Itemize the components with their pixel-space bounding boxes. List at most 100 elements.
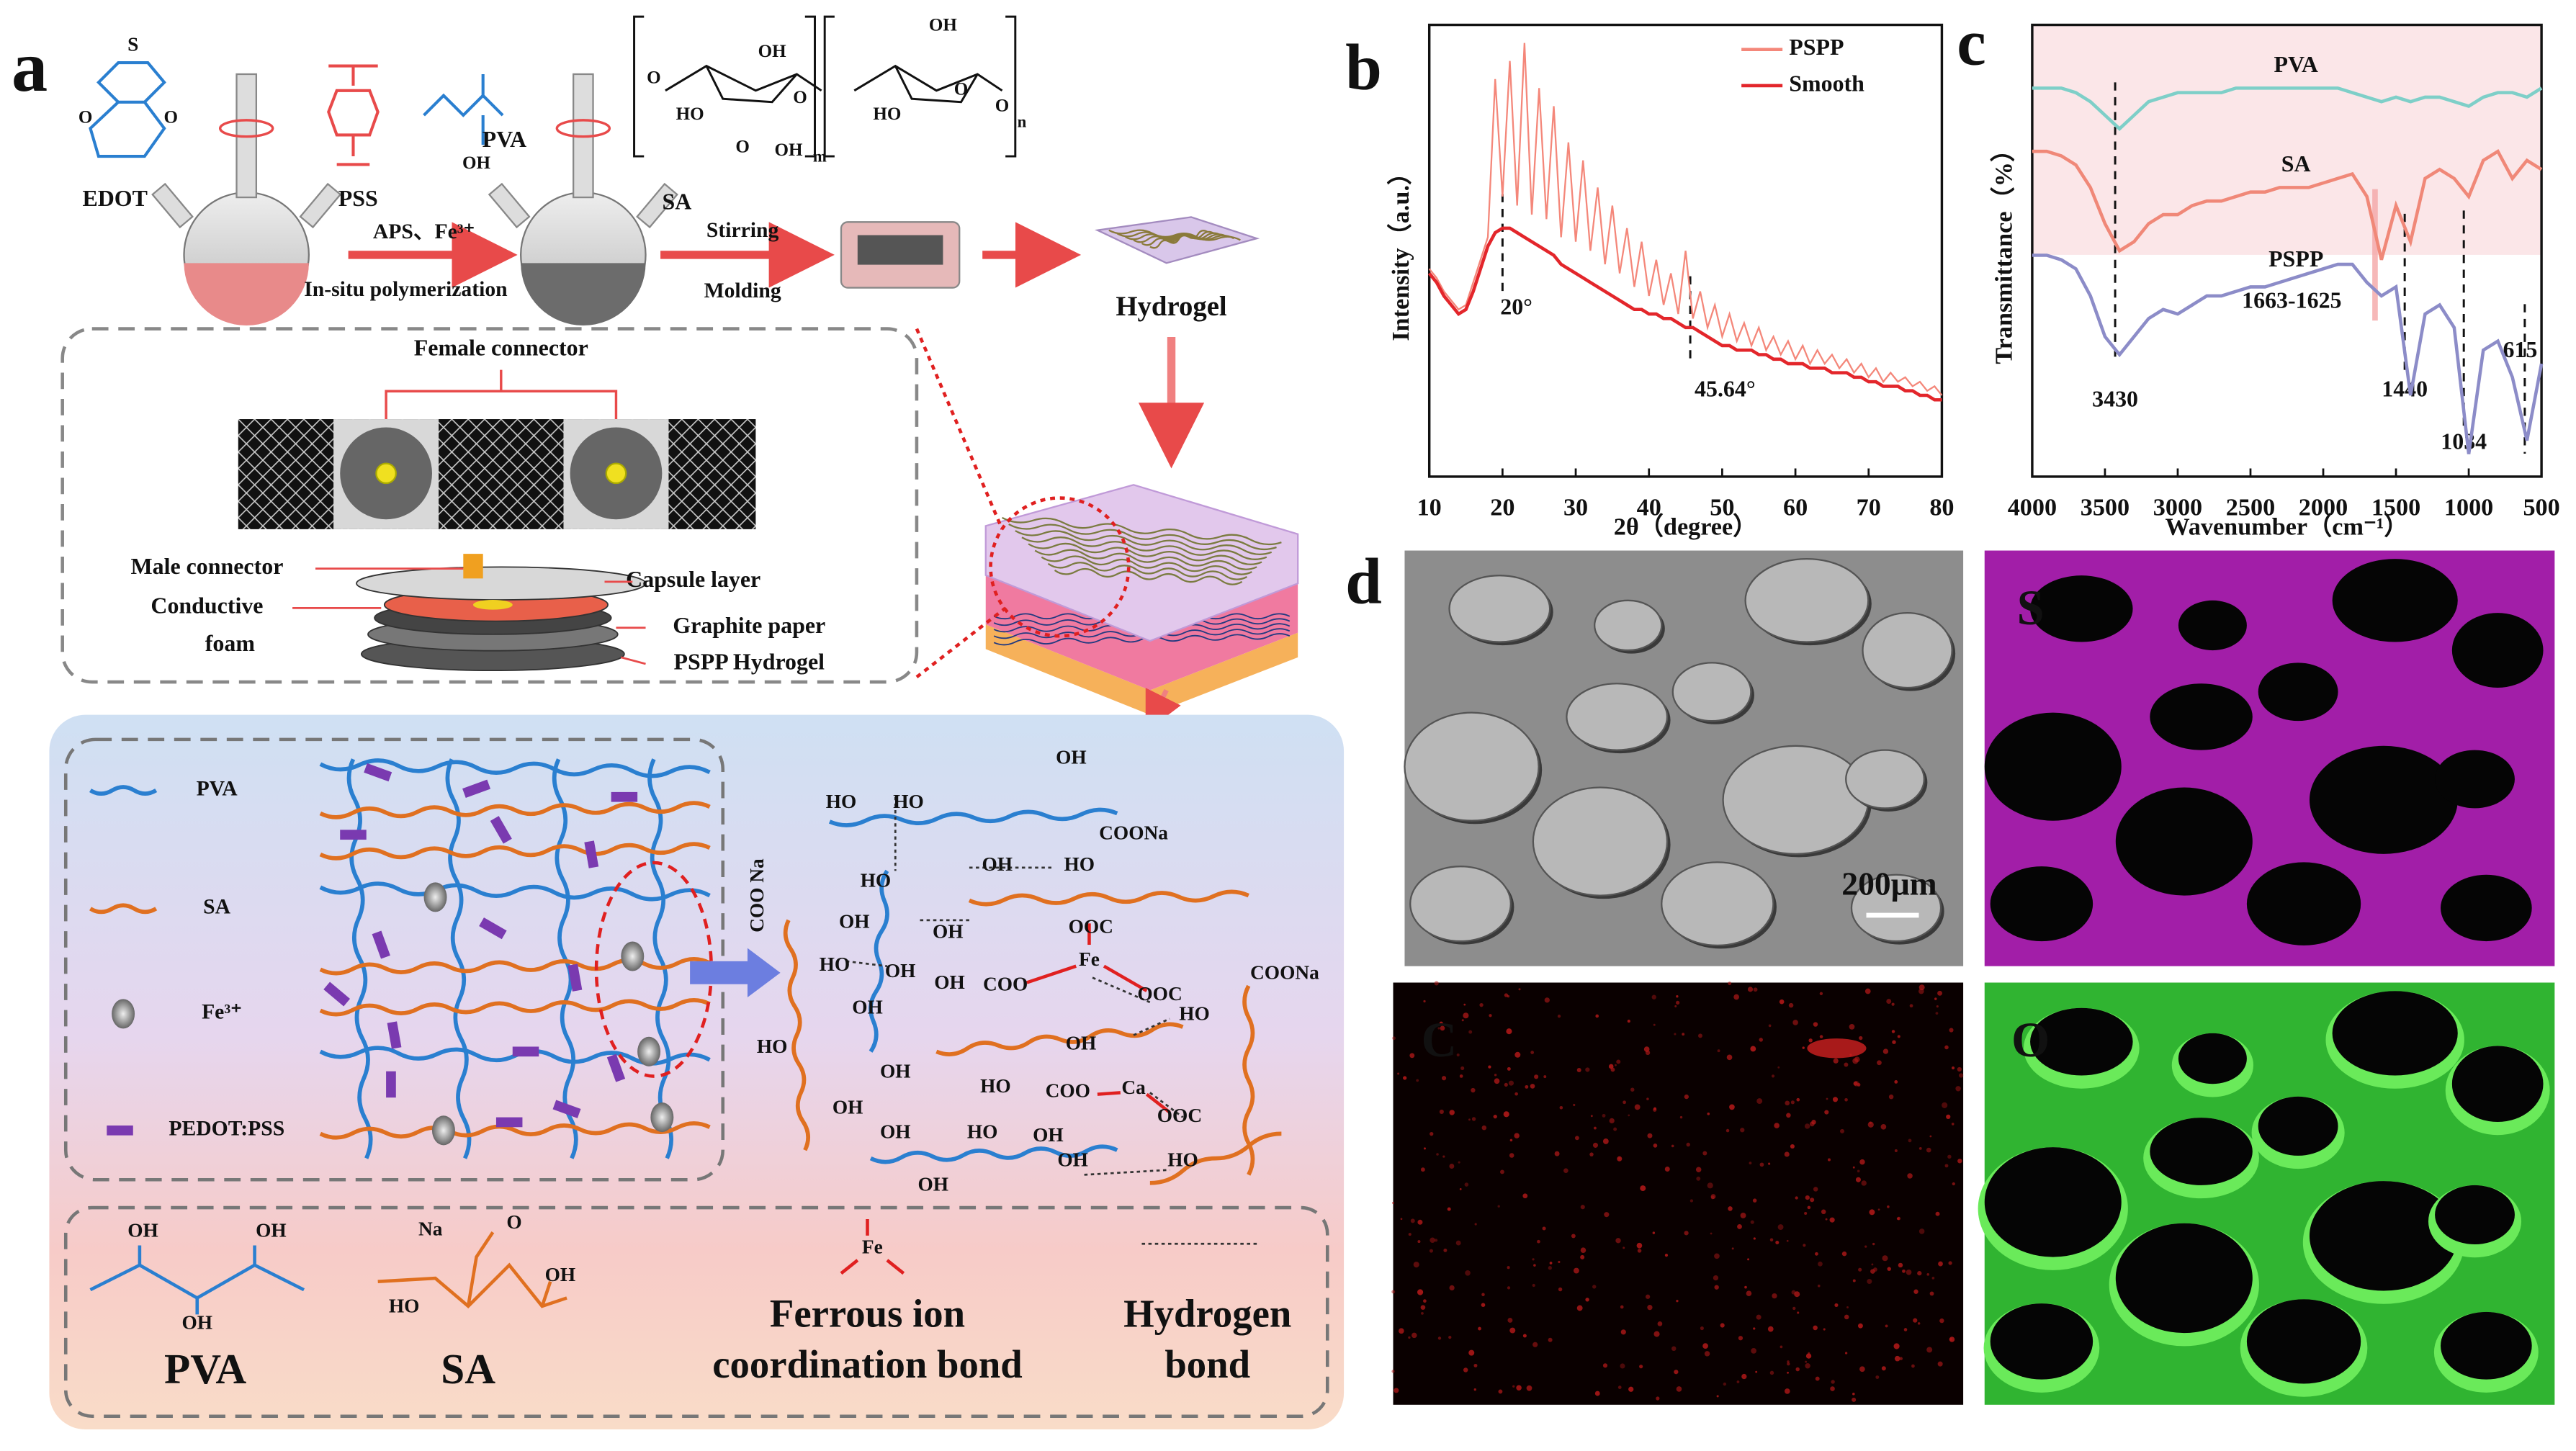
speckle	[1804, 1123, 1810, 1129]
speckle	[1449, 1285, 1455, 1291]
pore	[2115, 1223, 2253, 1334]
molecule-chain	[1149, 1131, 1282, 1185]
speckle	[1447, 1207, 1451, 1211]
speckle	[1696, 1176, 1701, 1181]
molecule-chain	[1242, 984, 1255, 1176]
speckle	[1817, 1284, 1821, 1288]
speckle	[1785, 1100, 1790, 1106]
speckle	[1775, 1241, 1780, 1244]
x-tick-label: 30	[1563, 494, 1588, 521]
speckle	[1391, 1370, 1395, 1373]
gel-fiber	[1034, 549, 1257, 570]
speckle	[1713, 1275, 1719, 1281]
speckle	[1652, 1231, 1656, 1234]
speckle	[1752, 1198, 1757, 1203]
speckle	[1917, 1322, 1921, 1325]
speckle	[1481, 1125, 1487, 1131]
hydrogen-bond	[1084, 1169, 1170, 1176]
label: OH	[929, 16, 958, 35]
speckle	[1796, 1097, 1800, 1102]
speckle	[1525, 1084, 1529, 1089]
speckle	[1602, 1113, 1606, 1118]
speckle	[1437, 1027, 1440, 1030]
pedot-pss	[495, 1117, 523, 1128]
speckle	[1949, 1028, 1954, 1033]
pedot-pss	[387, 1021, 402, 1049]
speckle	[1805, 1195, 1810, 1200]
speckle	[1674, 1033, 1677, 1036]
label: Ferrous ion	[770, 1291, 965, 1335]
speckle	[1898, 1262, 1903, 1268]
speckle	[1784, 1151, 1790, 1157]
speckle	[1471, 1117, 1476, 1121]
label: OH	[880, 1121, 911, 1143]
speckle	[1736, 1380, 1740, 1383]
pore	[2309, 1181, 2458, 1291]
speckle	[1676, 1386, 1682, 1392]
gel-fiber	[1021, 536, 1267, 560]
speckle	[1604, 1212, 1610, 1218]
speckle	[1710, 1194, 1716, 1200]
speckle	[1394, 1388, 1399, 1393]
speckle	[1869, 1209, 1875, 1216]
speckle	[1815, 1252, 1818, 1256]
legend-pva	[89, 785, 158, 796]
speckle	[1506, 1028, 1512, 1035]
pore	[1850, 873, 1942, 943]
stir-ring	[218, 119, 274, 138]
speckle	[1653, 1144, 1658, 1148]
leader	[620, 656, 646, 665]
speckle	[1463, 1003, 1466, 1006]
pore	[2451, 613, 2544, 688]
speckle	[1628, 1386, 1634, 1392]
dashed-box	[63, 737, 725, 1182]
speckle	[1747, 987, 1754, 992]
speckle	[1497, 1205, 1500, 1208]
label: O	[735, 137, 750, 156]
speckle	[1871, 1263, 1874, 1266]
pedot-pss	[479, 917, 507, 940]
fe-structure	[840, 1219, 905, 1275]
pore	[2246, 1299, 2361, 1384]
speckle	[1409, 1053, 1415, 1059]
label: Female connector	[414, 336, 588, 361]
legend-fe	[112, 999, 135, 1029]
pedot-pss	[386, 1071, 396, 1098]
speckle	[1608, 1064, 1614, 1069]
pore	[1984, 1147, 2122, 1257]
speckle	[1859, 1036, 1863, 1041]
label: COO	[1046, 1080, 1090, 1102]
label: HO	[893, 791, 924, 812]
speckle	[1489, 1014, 1492, 1018]
speckle	[1602, 1138, 1609, 1144]
speckle	[1944, 1045, 1949, 1050]
sa-structure	[377, 1231, 567, 1309]
speckle	[1768, 1162, 1771, 1165]
label: HO	[1167, 1149, 1198, 1170]
pore	[2115, 787, 2253, 896]
speckle	[1955, 1086, 1961, 1092]
pore	[2030, 575, 2133, 642]
image-O	[1978, 982, 2555, 1405]
speckle	[1902, 1269, 1906, 1273]
label: n	[1018, 113, 1027, 131]
speckle	[1459, 1074, 1463, 1078]
speckle	[1877, 1208, 1880, 1211]
fiber	[1108, 229, 1241, 241]
speckle	[1436, 1153, 1439, 1156]
label: PVA	[164, 1345, 246, 1393]
label: COO Na	[746, 858, 768, 933]
speckle	[1557, 1015, 1561, 1018]
flask-liquid	[521, 263, 646, 326]
label: Stirring	[706, 219, 779, 242]
x-tick-label: 4000	[2008, 494, 2057, 521]
label: OOC	[1157, 1105, 1202, 1126]
speckle	[1942, 1102, 1948, 1108]
speckle	[1864, 988, 1871, 994]
speckle	[1474, 1223, 1477, 1226]
fe-ion	[423, 882, 447, 912]
speckle	[1408, 1233, 1412, 1236]
flask-side	[299, 182, 342, 229]
image-sem	[1404, 550, 1964, 966]
speckle	[1870, 1269, 1875, 1274]
